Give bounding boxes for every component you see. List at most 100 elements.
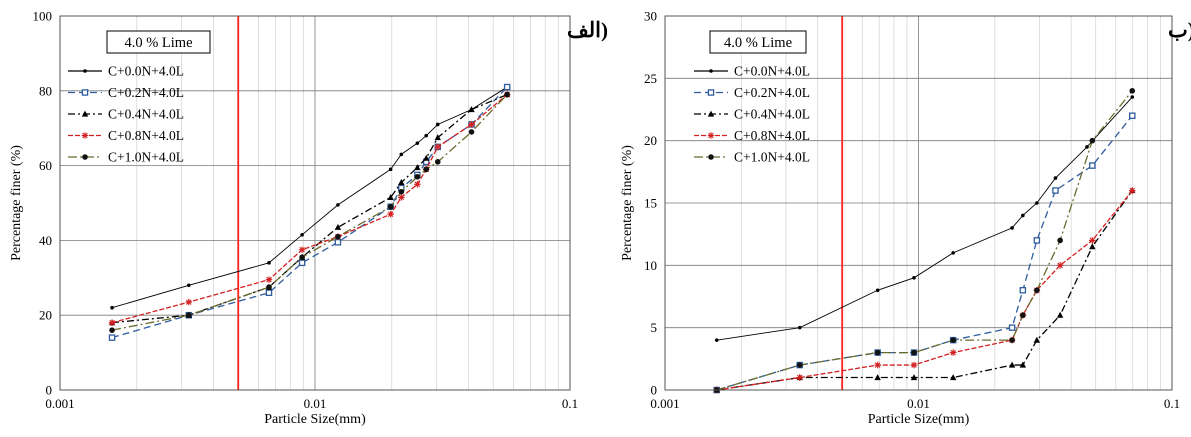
data-point	[423, 154, 430, 161]
legend-marker	[81, 132, 89, 139]
data-point	[423, 166, 430, 173]
data-point	[950, 337, 956, 343]
data-point	[1085, 145, 1089, 149]
data-point	[949, 349, 957, 356]
data-point	[796, 374, 804, 381]
data-point	[468, 121, 475, 128]
legend-marker	[707, 110, 715, 117]
legend-label: C+0.2N+4.0L	[108, 85, 184, 100]
legend-entry: C+0.4N+4.0L	[68, 107, 184, 122]
data-point	[1057, 237, 1063, 244]
plot-frame	[664, 15, 1173, 391]
legend-marker	[707, 132, 715, 139]
legend: 4.0 % Lime C+0.0N+4.0L C+0.2N+4.0L C+0.4N+4…	[694, 30, 810, 165]
legend-title: 4.0 % Lime	[724, 35, 792, 51]
data-point	[1033, 237, 1041, 244]
legend: 4.0 % Lime C+0.0N+4.0L C+0.2N+4.0L C+0.4N+4…	[68, 30, 211, 165]
y-tick-label: 0	[46, 383, 53, 398]
panel-title: (الف	[567, 18, 608, 42]
data-point	[1128, 187, 1136, 194]
data-point	[910, 361, 918, 369]
x-tick-label: 0.01	[304, 396, 327, 411]
data-point	[414, 164, 421, 171]
data-point	[266, 284, 272, 290]
x-axis-label: Particle Size(mm)	[264, 412, 366, 427]
y-tick-label: 5	[651, 320, 658, 335]
data-point	[434, 159, 441, 165]
data-point	[300, 232, 304, 237]
data-point	[714, 338, 719, 342]
data-point	[874, 374, 881, 381]
data-point	[434, 134, 441, 141]
data-point	[334, 223, 342, 230]
data-point	[108, 334, 116, 341]
legend-label: C+0.0N+4.0L	[734, 64, 810, 79]
series-line	[111, 94, 508, 324]
legend-entry: C+0.2N+4.0L	[694, 85, 810, 100]
data-point	[265, 276, 273, 283]
data-point	[387, 193, 394, 200]
data-point	[504, 91, 510, 98]
x-tick-label: 0.001	[45, 396, 74, 411]
data-point	[336, 203, 340, 207]
legend-entry: C+0.4N+4.0L	[694, 107, 810, 122]
data-point	[399, 152, 404, 157]
data-point	[949, 374, 957, 381]
legend-label: C+1.0N+4.0L	[734, 150, 810, 165]
series-line	[111, 94, 508, 331]
data-point	[910, 374, 918, 381]
legend-label: C+0.2N+4.0L	[734, 85, 810, 100]
legend-entry: C+0.8N+4.0L	[68, 128, 184, 143]
data-point	[388, 167, 393, 172]
data-point	[265, 289, 273, 297]
y-axis-label: Percentage finer (%)	[620, 145, 635, 261]
series-line	[716, 190, 1133, 391]
data-point	[874, 361, 881, 369]
data-point	[468, 106, 475, 113]
data-point	[875, 288, 880, 293]
data-point	[335, 233, 341, 240]
series-5	[109, 91, 510, 333]
series-line	[716, 190, 1133, 391]
data-point	[797, 325, 802, 330]
series-4	[713, 187, 1136, 394]
data-point	[387, 203, 394, 210]
data-point	[1089, 237, 1096, 244]
legend-entry: C+1.0N+4.0L	[694, 150, 810, 165]
data-point	[503, 83, 511, 91]
data-point	[912, 276, 916, 280]
plot-frame	[59, 15, 571, 391]
legend-marker	[708, 154, 714, 160]
y-tick-label: 25	[644, 71, 657, 86]
legend-marker	[81, 110, 89, 117]
data-point	[110, 305, 114, 310]
panel-title: (ب	[1168, 18, 1191, 42]
legend-marker	[709, 69, 713, 73]
y-tick-label: 10	[644, 258, 657, 273]
data-point	[387, 210, 394, 218]
y-tick-label: 0	[651, 383, 658, 398]
data-point	[1089, 137, 1096, 144]
series-line	[111, 86, 508, 309]
data-point	[185, 298, 193, 306]
data-point	[186, 312, 192, 319]
legend-entry: C+0.0N+4.0L	[694, 64, 810, 79]
legend-label: C+0.8N+4.0L	[734, 128, 810, 143]
legend-title: 4.0 % Lime	[124, 35, 192, 51]
legend-label: C+1.0N+4.0L	[108, 150, 184, 165]
legend-marker	[81, 89, 89, 96]
data-point	[1089, 243, 1096, 250]
data-point	[1019, 287, 1027, 294]
data-point	[1021, 213, 1025, 218]
series-5	[713, 88, 1136, 393]
data-point	[1130, 95, 1135, 99]
legend-entry: C+0.2N+4.0L	[68, 85, 184, 100]
x-tick-label: 0.001	[650, 396, 679, 411]
y-tick-label: 30	[644, 9, 657, 24]
y-tick-label: 20	[39, 308, 52, 323]
data-point	[1010, 226, 1014, 230]
data-point	[1008, 361, 1016, 368]
